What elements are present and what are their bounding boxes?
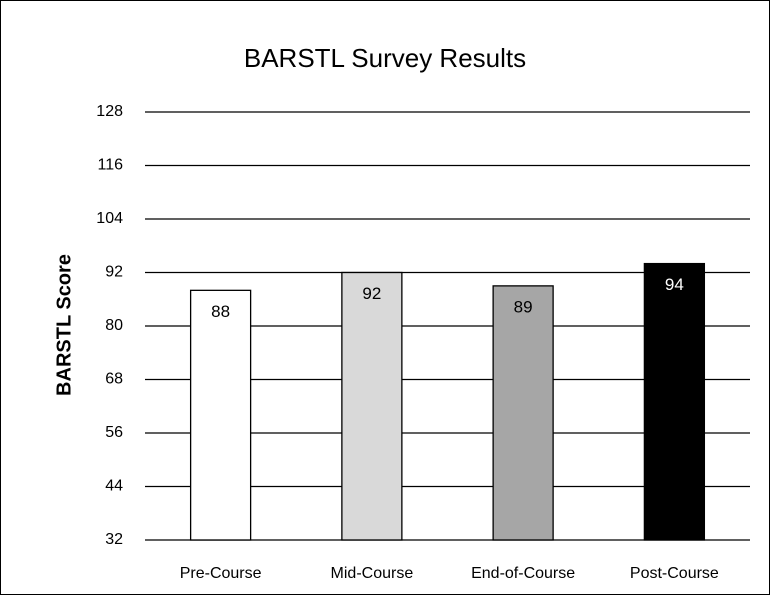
y-tick-label: 44 (105, 478, 123, 495)
y-tick-label: 68 (105, 371, 123, 388)
y-tick-label: 128 (96, 103, 123, 120)
bar (189, 289, 252, 541)
y-tick-label: 32 (105, 531, 123, 548)
x-tick-label: Pre-Course (180, 565, 262, 582)
x-tick-label: End-of-Course (471, 565, 575, 582)
y-tick-label: 92 (105, 264, 123, 281)
bar (492, 285, 554, 541)
y-tick-label: 104 (96, 210, 123, 227)
bar (341, 271, 403, 541)
value-label: 92 (362, 284, 381, 303)
chart-title: BARSTL Survey Results (244, 43, 526, 73)
y-tick-label: 56 (105, 424, 123, 441)
y-tick-label: 116 (97, 157, 123, 174)
value-label: 89 (514, 297, 533, 316)
y-tick-label: 80 (105, 317, 123, 334)
x-tick-label: Mid-Course (331, 565, 414, 582)
x-tick-label: Post-Course (630, 565, 719, 582)
y-axis-label: BARSTL Score (53, 254, 75, 396)
bar (643, 262, 706, 541)
value-label: 88 (211, 302, 230, 321)
value-label: 94 (665, 275, 684, 294)
